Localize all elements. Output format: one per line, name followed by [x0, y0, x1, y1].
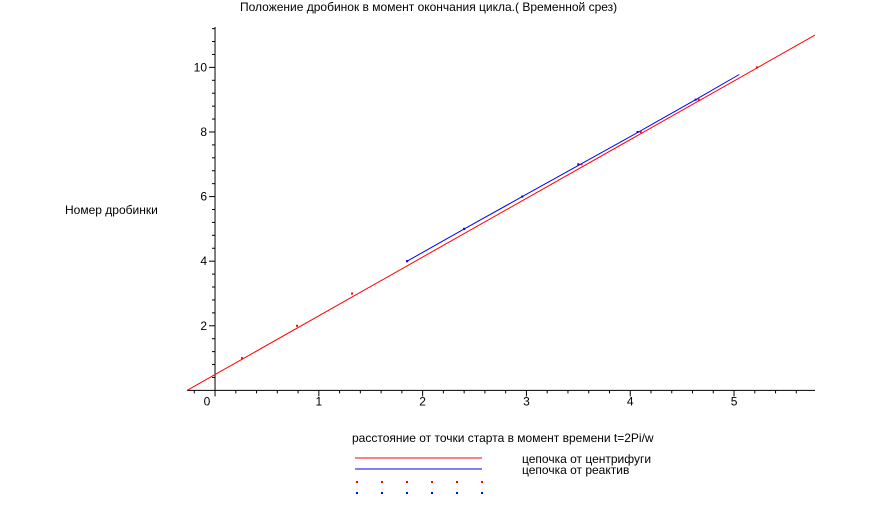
data-point-3	[463, 227, 466, 230]
legend-layer	[355, 457, 483, 494]
legend-point-marker-3	[431, 492, 433, 494]
legend-point-marker-2	[381, 481, 383, 483]
data-point-3	[694, 98, 697, 101]
x-tick-label: 2	[419, 394, 426, 408]
y-tick-label: 10	[194, 60, 208, 74]
x-tick-label: 1	[315, 394, 322, 408]
data-point-3	[406, 260, 409, 263]
legend-point-marker-3	[406, 492, 408, 494]
legend-point-marker-3	[456, 492, 458, 494]
legend-point-marker-2	[456, 481, 458, 483]
data-point-2	[639, 130, 642, 133]
y-tick-label: 4	[200, 254, 207, 268]
y-tick-label: 8	[200, 125, 207, 139]
x-tick-label: 4	[627, 394, 634, 408]
data-point-2	[351, 292, 354, 295]
data-point-2	[580, 163, 583, 166]
data-point-3	[577, 163, 580, 166]
series-line-1	[406, 74, 740, 262]
legend-point-marker-2	[356, 481, 358, 483]
x-tick-label: 5	[731, 394, 738, 408]
legend-point-marker-2	[431, 481, 433, 483]
chart-title: Положение дробинок в момент окончания ци…	[240, 0, 618, 14]
data-point-2	[755, 66, 758, 69]
series-layer	[186, 34, 816, 391]
y-tick-label: 2	[200, 319, 207, 333]
legend-point-marker-2	[406, 481, 408, 483]
data-point-2	[697, 98, 700, 101]
legend-point-marker-3	[481, 492, 483, 494]
legend-point-marker-3	[381, 492, 383, 494]
chart-axes: 0 1 2 3 4 5 2 4 6 8 10	[187, 27, 815, 408]
x-tick-label: 3	[523, 394, 530, 408]
data-point-2	[296, 324, 299, 327]
x-tick-label: 0	[204, 394, 211, 408]
y-axis-label: Номер дробинки	[65, 203, 158, 217]
y-tick-label: 6	[200, 190, 207, 204]
series-line-0	[186, 34, 816, 391]
legend-point-marker-3	[356, 492, 358, 494]
x-axis-label: расстояние от точки старта в момент врем…	[352, 431, 654, 445]
legend-label-jet: цепочка от реактив	[522, 463, 630, 477]
data-point-3	[636, 130, 639, 133]
data-point-2	[241, 357, 244, 360]
data-point-3	[521, 195, 524, 198]
legend-point-marker-2	[481, 481, 483, 483]
legend-label-centrifuge: цепочка от центрифуги	[522, 452, 652, 466]
